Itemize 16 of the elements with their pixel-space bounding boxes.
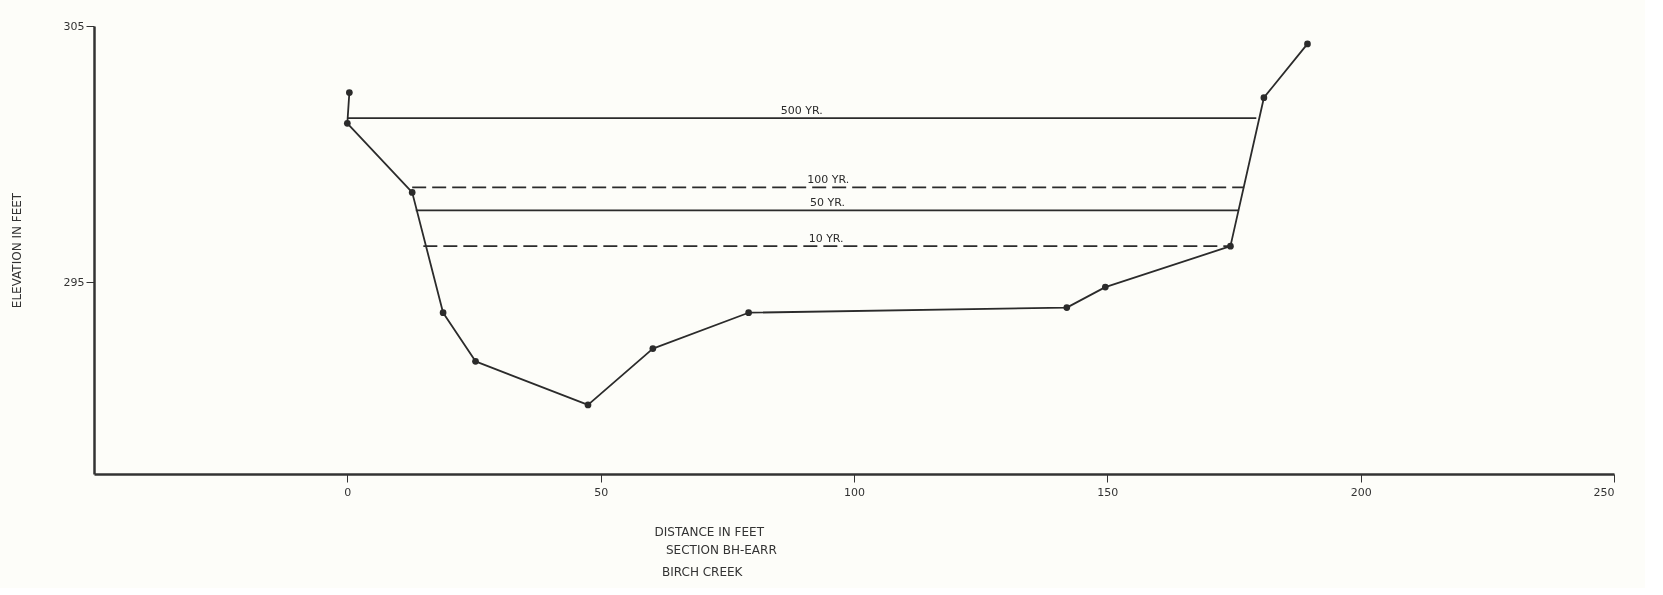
text: BIRCH CREEK [662,565,744,579]
y-axis-title: ELEVATION IN FEET [9,192,24,309]
x-tick-label: 0 [344,485,352,499]
text: SECTION BH-EARR [666,543,777,557]
series-label: 50 YR. [809,196,845,210]
y-tick-label: 305 [63,19,85,33]
y-tick-label: 295 [63,275,85,289]
x-tick-label: 200 [1350,485,1372,499]
x-tick-label: 100 [844,485,865,499]
series-label: 100 YR. [807,173,850,187]
x-tick-label: 50 [594,485,609,499]
x-tick-label: 150 [1097,485,1119,499]
series-label: 500 YR. [780,104,823,118]
series-label: 10 YR. [808,232,844,246]
x-tick-label: 250 [1593,485,1615,499]
x-axis-title: DISTANCE IN FEET [654,524,765,539]
